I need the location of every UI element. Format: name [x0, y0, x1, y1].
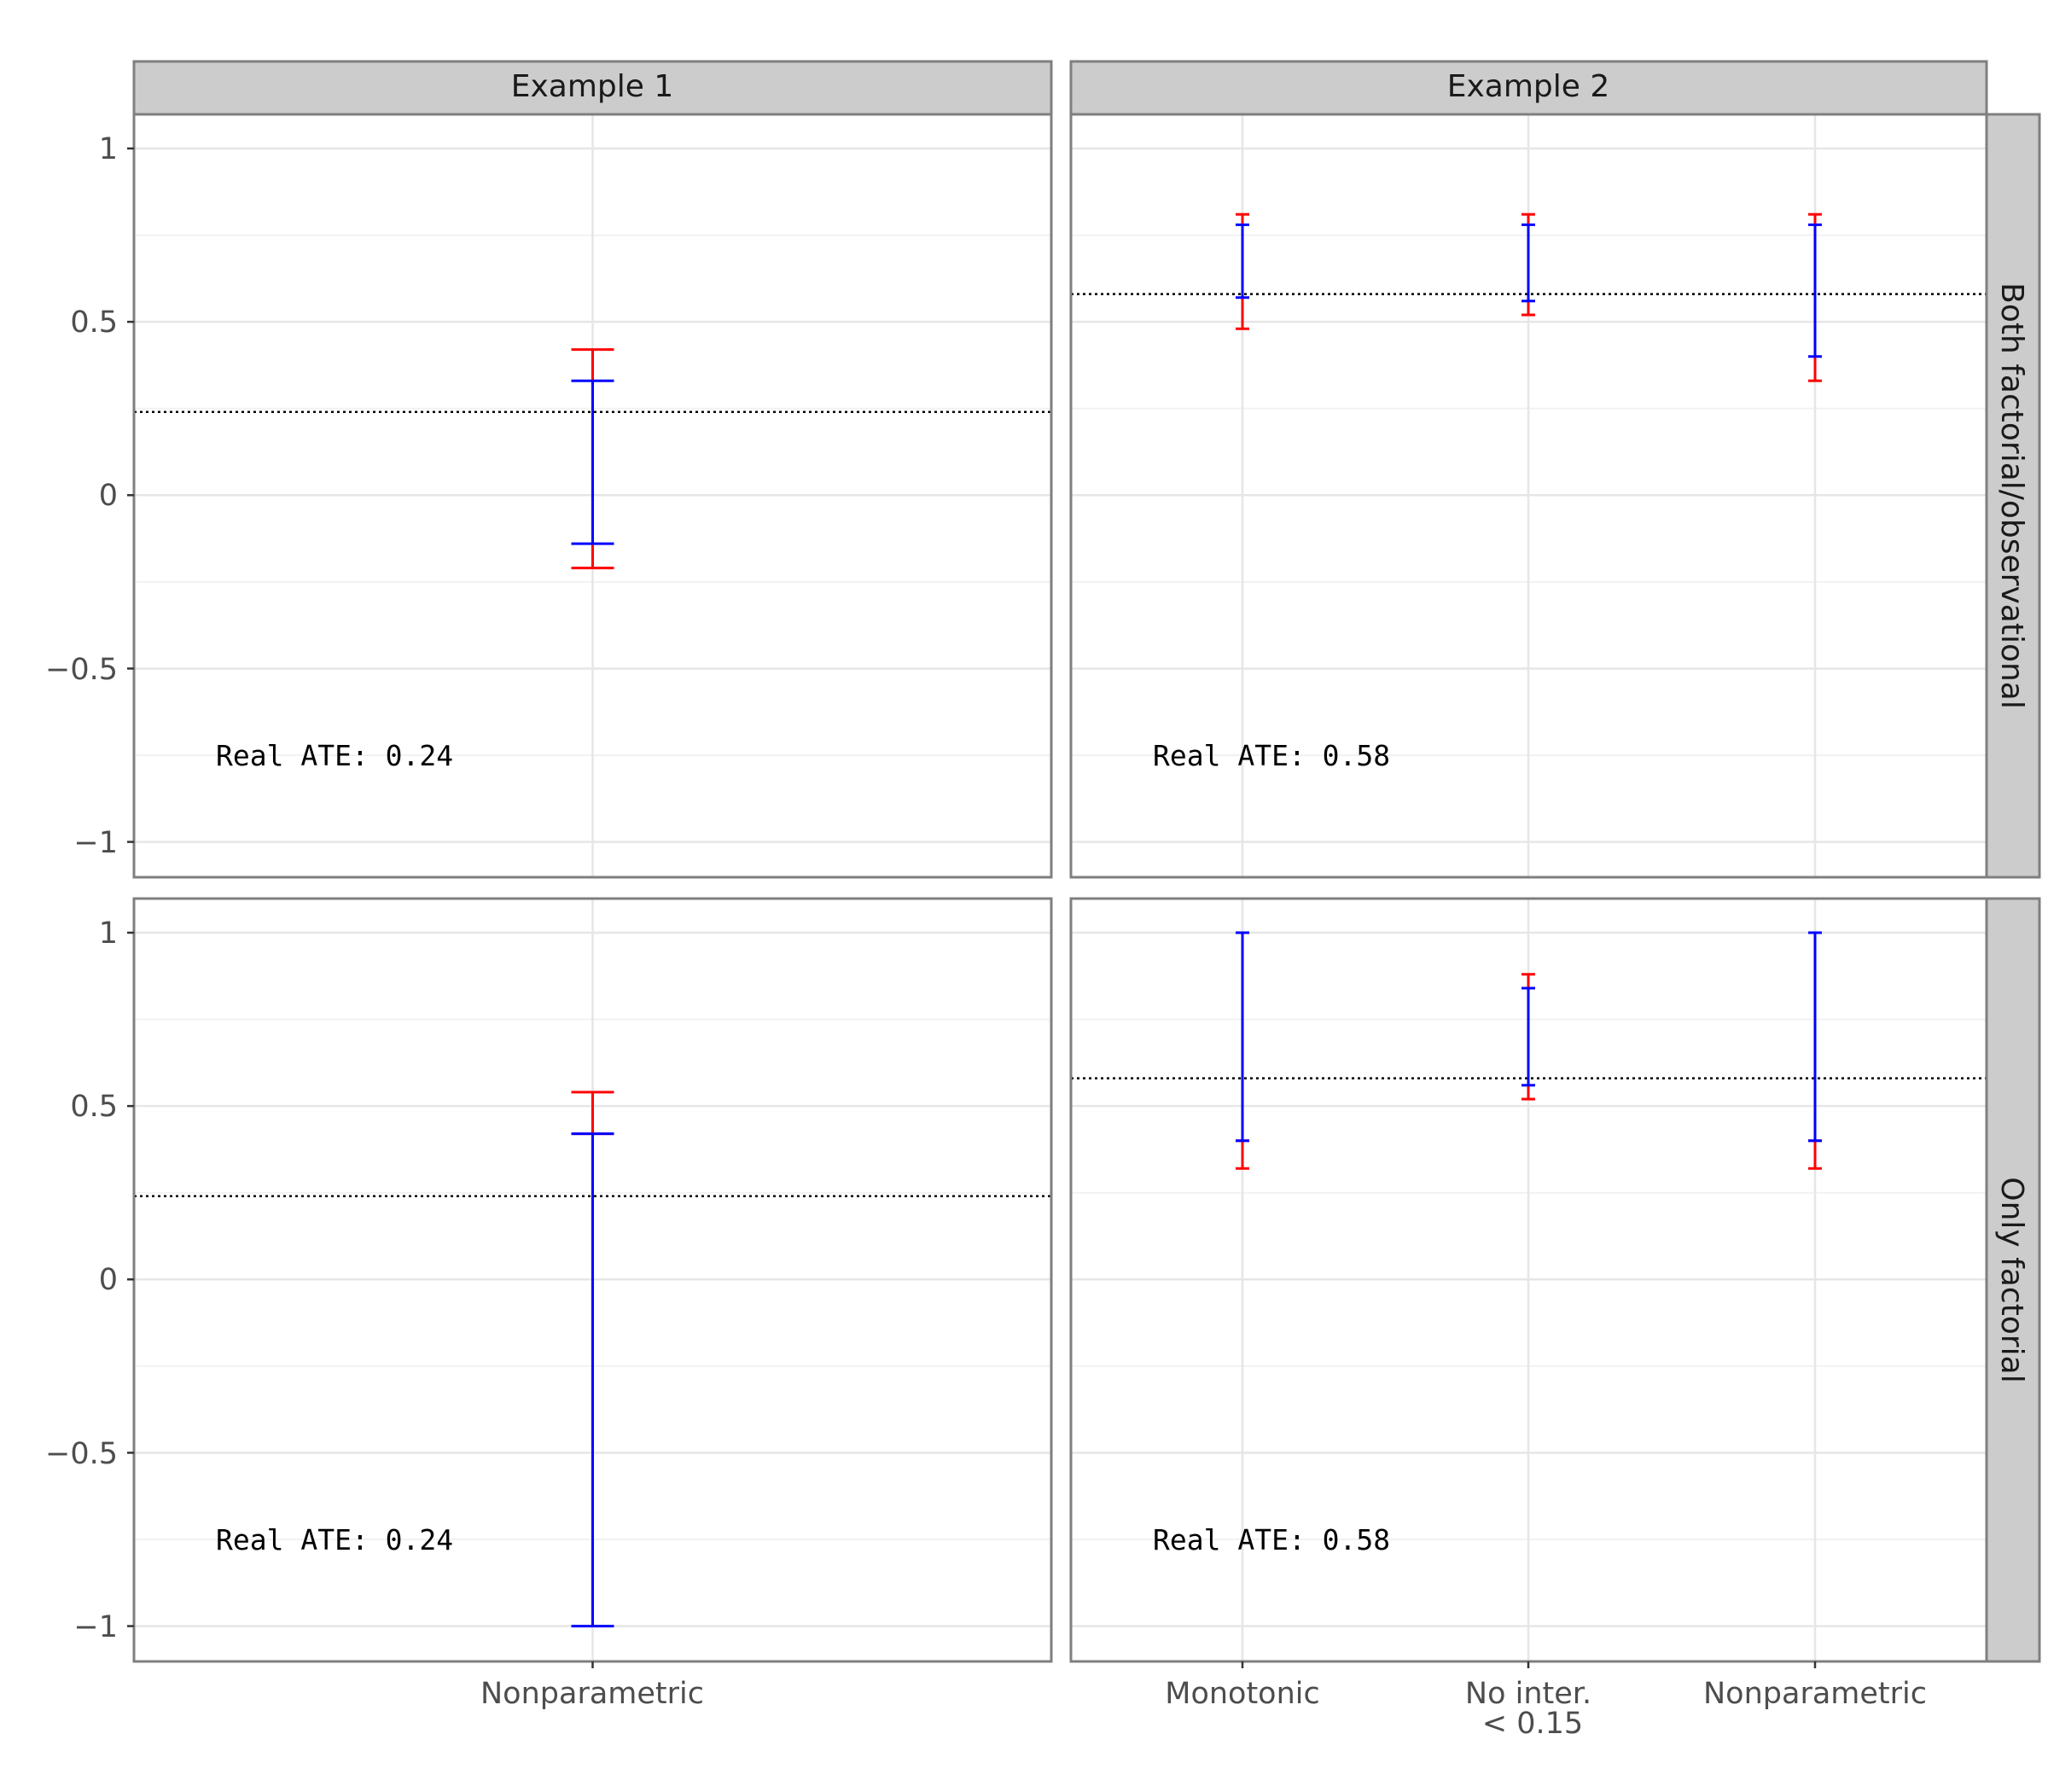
strip-both-factorial-observational [1985, 113, 2041, 879]
panel-only-ex2: Real ATE: 0.58 [1069, 897, 1988, 1668]
panel-both-ex1: Real ATE: 0.24 [127, 113, 1053, 879]
real-ate-annotation: Real ATE: 0.24 [216, 1523, 453, 1556]
y-tick-label-top-neg1: −1 [73, 826, 118, 860]
inner-interval-errorbar [1808, 931, 1822, 1143]
strip-label-both-factorial-observational: Both factorial/observational [1994, 282, 2029, 709]
inner-interval-errorbar [1521, 223, 1535, 303]
real-ate-annotation: Real ATE: 0.58 [1153, 1523, 1390, 1556]
y-tick-label-bottom-1: 1 [99, 916, 118, 951]
x-axis-example-1: Nonparametric [480, 1677, 704, 1711]
x-tick-label-monotonic: Monotonic [1165, 1677, 1320, 1711]
inner-interval-errorbar [1808, 223, 1822, 358]
inner-interval-errorbar [1236, 223, 1249, 300]
y-tick-label-top-neg0.5: −0.5 [45, 653, 118, 687]
strip-example-1 [132, 60, 1053, 116]
y-tick-label-bottom-neg1: −1 [73, 1610, 118, 1644]
y-tick-label-bottom-neg0.5: −0.5 [45, 1437, 118, 1471]
panels: Real ATE: 0.24 Real ATE: 0.58 Real ATE: 0.… [127, 113, 1988, 1668]
strip-example-2 [1069, 60, 1988, 116]
strip-label-example-1: Example 1 [511, 69, 674, 104]
y-tick-label-top-1: 1 [99, 132, 118, 166]
strip-only-factorial [1985, 897, 2041, 1663]
y-tick-label-top-0: 0 [99, 479, 118, 513]
y-tick-label-bottom-0: 0 [99, 1263, 118, 1297]
y-axis-top: 1 0.5 0 −0.5 −1 [45, 132, 118, 860]
strip-label-only-factorial: Only factorial [1994, 1177, 2029, 1382]
y-tick-label-bottom-0.5: 0.5 [70, 1090, 118, 1124]
y-tick-label-top-0.5: 0.5 [70, 305, 118, 340]
panel-both-ex2: Real ATE: 0.58 [1069, 113, 1988, 879]
inner-interval-errorbar [571, 379, 614, 545]
real-ate-annotation: Real ATE: 0.58 [1153, 739, 1390, 772]
panel-border [1069, 113, 1988, 879]
x-tick-label-no-inter-line2: < 0.15 [1482, 1707, 1583, 1741]
x-tick-label-nonparametric-ex1: Nonparametric [480, 1677, 704, 1711]
strip-label-example-2: Example 2 [1447, 69, 1610, 104]
x-axis-example-2: Monotonic No inter. < 0.15 Nonparametric [1165, 1677, 1927, 1741]
inner-interval-errorbar [1521, 986, 1535, 1087]
x-tick-label-no-inter-line1: No inter. [1465, 1677, 1591, 1711]
x-tick-label-nonparametric-ex2: Nonparametric [1703, 1677, 1927, 1711]
real-ate-annotation: Real ATE: 0.24 [216, 739, 453, 772]
panel-only-ex1: Real ATE: 0.24 [127, 897, 1053, 1668]
inner-interval-errorbar [1236, 931, 1249, 1143]
y-axis-bottom: 1 0.5 0 −0.5 −1 [45, 916, 118, 1644]
inner-interval-errorbar [571, 1132, 614, 1628]
